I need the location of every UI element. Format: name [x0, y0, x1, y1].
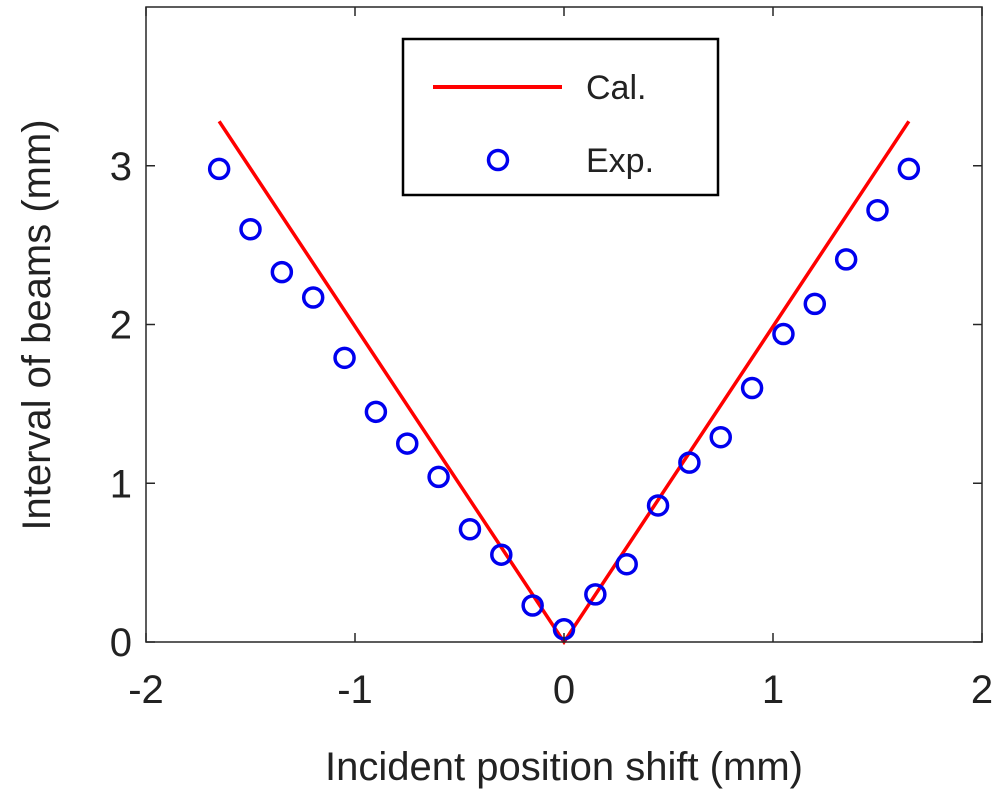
data-point-exp: [364, 400, 388, 424]
legend-box: [401, 37, 720, 197]
data-point-exp: [207, 157, 231, 181]
data-point-exp: [301, 286, 325, 309]
data-point-exp: [866, 198, 889, 222]
plot-layer: [207, 120, 921, 646]
data-point-exp: [772, 322, 795, 346]
data-point-exp: [646, 494, 670, 517]
x-tick-label: 0: [553, 668, 575, 712]
data-point-exp: [458, 518, 482, 541]
data-point-exp: [584, 583, 607, 606]
legend-label-cal: Cal.: [586, 69, 646, 107]
data-point-exp: [333, 346, 356, 370]
x-axis-title: Incident position shift (mm): [325, 745, 803, 789]
data-point-exp: [239, 218, 262, 241]
data-point-exp: [834, 248, 858, 271]
legend: Cal. Exp.: [401, 37, 720, 197]
y-axis-title: Interval of beams (mm): [15, 119, 59, 530]
data-point-exp: [490, 543, 513, 566]
legend-label-exp: Exp.: [586, 142, 654, 180]
data-point-exp: [678, 451, 701, 474]
x-tick-label: 1: [762, 668, 784, 712]
data-point-exp: [803, 292, 827, 316]
series-line-cal: [217, 120, 911, 646]
y-tick-label: 2: [110, 304, 132, 348]
x-tick-label: -2: [128, 668, 164, 712]
ticks-layer: -2 -1 0 1 2 0 1 2 3: [110, 7, 993, 712]
data-point-exp: [270, 260, 294, 284]
y-tick-label: 1: [110, 462, 132, 506]
data-point-exp: [897, 157, 921, 181]
x-tick-label: -1: [337, 668, 373, 712]
data-point-exp: [427, 465, 450, 489]
data-point-exp: [521, 594, 544, 617]
data-point-exp: [396, 432, 419, 455]
data-point-exp: [740, 376, 764, 400]
y-tick-label: 0: [110, 621, 132, 665]
legend-marker-sample: [486, 148, 510, 172]
data-point-exp: [615, 552, 638, 576]
y-tick-label: 3: [110, 145, 132, 189]
data-point-exp: [709, 425, 732, 449]
x-tick-label: 2: [971, 668, 993, 712]
